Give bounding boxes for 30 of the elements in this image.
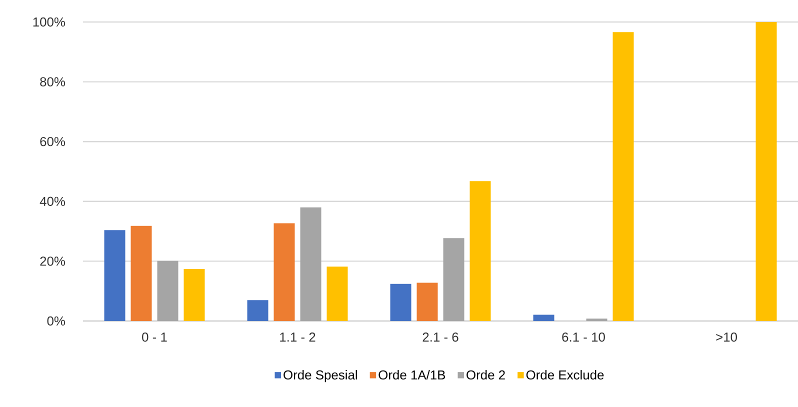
y-tick-label: 40% — [40, 196, 66, 206]
y-tick-label: 80% — [40, 77, 66, 86]
y-tick-label: 0% — [47, 316, 66, 326]
legend-label: Orde 1A/1B — [378, 370, 446, 380]
y-tick-label: 20% — [40, 256, 66, 266]
x-tick-label: 1.1 - 2 — [280, 332, 316, 342]
bar — [470, 181, 491, 321]
bar — [416, 282, 438, 321]
x-tick-label: >10 — [716, 332, 737, 342]
x-tick-label: 6.1 - 10 — [562, 332, 605, 342]
bar — [130, 226, 152, 321]
y-tick-label: 60% — [40, 137, 66, 146]
bar — [300, 207, 322, 321]
bar — [533, 314, 554, 321]
x-tick-label: 0 - 1 — [142, 332, 167, 342]
x-tick-label: 2.1 - 6 — [422, 332, 458, 342]
bar — [157, 260, 178, 321]
bar — [104, 230, 126, 321]
bar — [274, 223, 295, 321]
bar — [756, 22, 777, 321]
bar — [184, 268, 205, 321]
legend-label: Orde 2 — [466, 370, 505, 380]
bar — [247, 300, 268, 321]
legend-label: Orde Spesial — [284, 370, 357, 382]
y-tick-label: 100% — [33, 17, 66, 27]
bar — [326, 266, 348, 321]
bar — [390, 284, 412, 321]
bar — [612, 32, 634, 321]
legend-label: Orde Exclude — [526, 370, 604, 380]
bar — [443, 238, 464, 321]
